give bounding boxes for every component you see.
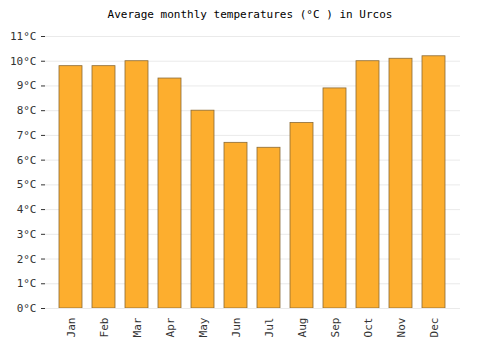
svg-text:4°C: 4°C [17,203,37,216]
html-text:Average monthly temperatures (: Average monthly temperatures (°C ) in Ur… [107,8,393,21]
svg-text:2°C: 2°C [17,253,37,266]
svg-text:Feb: Feb [98,318,111,338]
svg-text:Oct: Oct [362,318,375,338]
svg-text:Aug: Aug [296,318,309,338]
svg-text:10°C: 10°C [10,55,37,68]
svg-text:3°C: 3°C [17,228,37,241]
svg-text:Jul: Jul [263,318,276,338]
svg-text:1°C: 1°C [17,277,37,290]
svg-text:Mar: Mar [131,317,144,337]
svg-text:Sep: Sep [329,318,342,338]
svg-text:Jun: Jun [230,318,243,338]
svg-text:Jan: Jan [65,318,78,338]
svg-text:May: May [197,317,210,337]
svg-text:11°C: 11°C [10,30,37,43]
svg-text:8°C: 8°C [17,104,37,117]
svg-text:0°C: 0°C [17,302,37,315]
svg-text:5°C: 5°C [17,178,37,191]
svg-text:Nov: Nov [395,317,408,337]
svg-text:Apr: Apr [164,317,177,337]
svg-text:7°C: 7°C [17,129,37,142]
svg-text:Dec: Dec [428,318,441,338]
svg-text:6°C: 6°C [17,154,37,167]
svg-text:9°C: 9°C [17,79,37,92]
